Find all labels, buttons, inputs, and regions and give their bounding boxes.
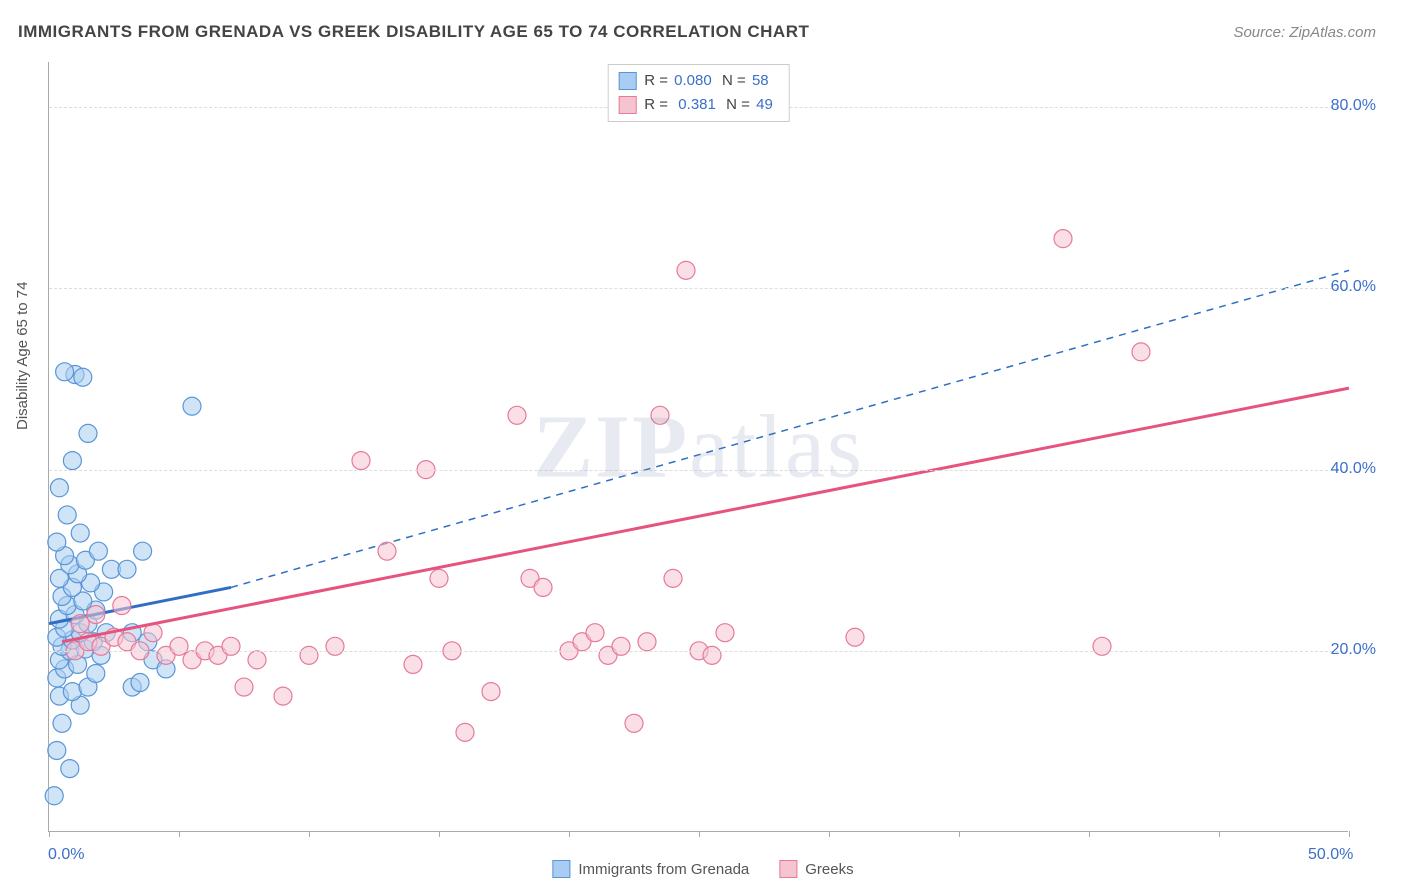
greek-point bbox=[87, 606, 105, 624]
grenada-point bbox=[58, 506, 76, 524]
x-tick bbox=[179, 831, 180, 837]
grenada-point bbox=[87, 664, 105, 682]
greek-point bbox=[716, 624, 734, 642]
greek-point bbox=[846, 628, 864, 646]
greek-point bbox=[703, 646, 721, 664]
chart-title: IMMIGRANTS FROM GRENADA VS GREEK DISABIL… bbox=[18, 22, 809, 42]
greek-point bbox=[456, 723, 474, 741]
grenada-point bbox=[56, 363, 74, 381]
greek-point bbox=[534, 578, 552, 596]
x-tick bbox=[829, 831, 830, 837]
y-tick-label: 20.0% bbox=[1331, 641, 1376, 659]
greek-point bbox=[113, 597, 131, 615]
greek-point bbox=[222, 637, 240, 655]
legend-item-grenada: Immigrants from Grenada bbox=[552, 860, 749, 878]
x-tick bbox=[439, 831, 440, 837]
x-tick bbox=[699, 831, 700, 837]
greek-point bbox=[638, 633, 656, 651]
grenada-point bbox=[89, 542, 107, 560]
greek-point bbox=[71, 615, 89, 633]
greek-point bbox=[612, 637, 630, 655]
y-axis-label: Disability Age 65 to 74 bbox=[14, 282, 31, 430]
greek-point bbox=[482, 683, 500, 701]
grenada-point bbox=[48, 533, 66, 551]
grenada-point bbox=[74, 368, 92, 386]
greek-point bbox=[378, 542, 396, 560]
greek-point bbox=[404, 655, 422, 673]
legend-stats-row-greek: R = 0.381 N = 49 bbox=[618, 93, 775, 117]
grenada-point bbox=[53, 714, 71, 732]
greek-point bbox=[248, 651, 266, 669]
greek-point bbox=[677, 261, 695, 279]
y-tick-label: 80.0% bbox=[1331, 97, 1376, 115]
legend-item-greek: Greeks bbox=[779, 860, 853, 878]
greek-point bbox=[664, 569, 682, 587]
grenada-point bbox=[71, 524, 89, 542]
greek-point bbox=[300, 646, 318, 664]
greek-point bbox=[1093, 637, 1111, 655]
x-tick bbox=[569, 831, 570, 837]
x-tick bbox=[959, 831, 960, 837]
y-tick-label: 40.0% bbox=[1331, 460, 1376, 478]
legend-swatch-greek bbox=[618, 96, 636, 114]
greek-point bbox=[352, 452, 370, 470]
x-tick bbox=[1349, 831, 1350, 837]
legend-stats-box: R = 0.080 N = 58 R = 0.381 N = 49 bbox=[607, 64, 790, 122]
greek-point bbox=[508, 406, 526, 424]
chart-container: IMMIGRANTS FROM GRENADA VS GREEK DISABIL… bbox=[0, 0, 1406, 892]
y-tick-label: 60.0% bbox=[1331, 278, 1376, 296]
x-tick bbox=[49, 831, 50, 837]
grenada-point bbox=[131, 674, 149, 692]
grenada-point bbox=[48, 741, 66, 759]
legend-swatch-greek-icon bbox=[779, 860, 797, 878]
plot-area: ZIPatlas R = 0.080 N = 58 R = 0.381 N = … bbox=[48, 62, 1348, 832]
greek-point bbox=[1054, 230, 1072, 248]
grenada-point bbox=[45, 787, 63, 805]
grenada-point bbox=[63, 452, 81, 470]
legend-swatch-grenada bbox=[618, 72, 636, 90]
legend-swatch-grenada-icon bbox=[552, 860, 570, 878]
source-citation: Source: ZipAtlas.com bbox=[1233, 24, 1376, 41]
greek-point bbox=[235, 678, 253, 696]
x-tick bbox=[1089, 831, 1090, 837]
grenada-point bbox=[134, 542, 152, 560]
greek-point bbox=[1132, 343, 1150, 361]
gridline-h bbox=[49, 288, 1348, 289]
grenada-point bbox=[79, 424, 97, 442]
greek-point bbox=[625, 714, 643, 732]
greek-point bbox=[430, 569, 448, 587]
x-tick bbox=[1219, 831, 1220, 837]
grenada-point bbox=[50, 479, 68, 497]
x-tick-label: 50.0% bbox=[1308, 846, 1353, 864]
legend-stats-row-grenada: R = 0.080 N = 58 bbox=[618, 69, 775, 93]
greek-point bbox=[170, 637, 188, 655]
greek-point bbox=[326, 637, 344, 655]
grenada-point bbox=[118, 560, 136, 578]
legend-bottom: Immigrants from Grenada Greeks bbox=[552, 860, 853, 878]
grenada-trend-extrapolation bbox=[231, 270, 1349, 587]
gridline-h bbox=[49, 470, 1348, 471]
x-tick-label: 0.0% bbox=[48, 846, 84, 864]
plot-svg bbox=[49, 62, 1348, 831]
gridline-h bbox=[49, 651, 1348, 652]
greek-point bbox=[586, 624, 604, 642]
greek-point bbox=[651, 406, 669, 424]
grenada-point bbox=[61, 760, 79, 778]
greek-trend-line bbox=[62, 388, 1349, 642]
greek-point bbox=[274, 687, 292, 705]
x-tick bbox=[309, 831, 310, 837]
grenada-point bbox=[183, 397, 201, 415]
